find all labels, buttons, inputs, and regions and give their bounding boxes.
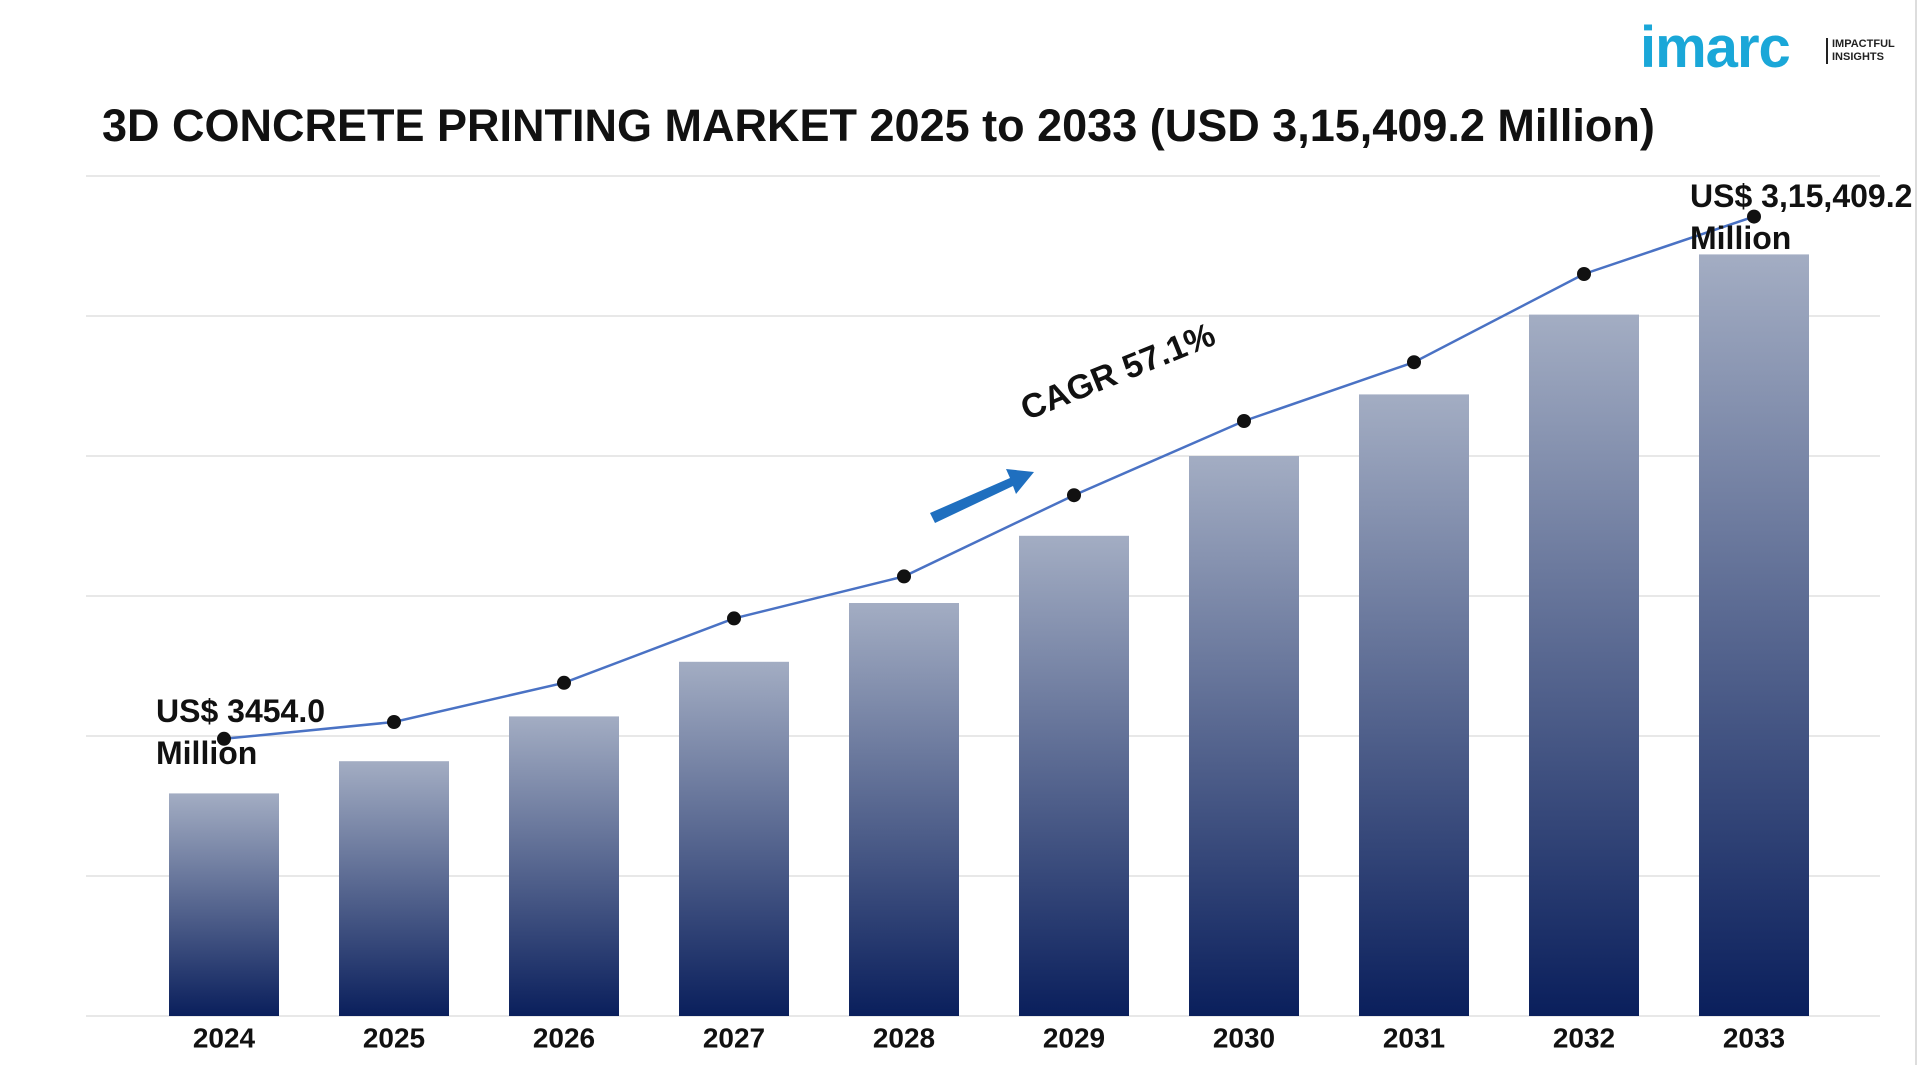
line-point — [1407, 355, 1421, 370]
line-point — [387, 715, 401, 729]
cagr-arrow — [930, 469, 1034, 523]
line-point — [1067, 488, 1081, 503]
start-label: US$ 3454.0 Million — [156, 693, 326, 771]
line-point — [217, 731, 231, 746]
x-tick-label: 2025 — [363, 1022, 425, 1053]
x-tick-label: 2024 — [193, 1022, 256, 1053]
bar — [849, 603, 959, 1016]
bar — [679, 661, 789, 1016]
bar — [169, 793, 279, 1016]
line-point — [1747, 209, 1761, 224]
bar — [339, 761, 449, 1016]
bar — [509, 716, 619, 1016]
x-tick-label: 2031 — [1383, 1022, 1445, 1053]
bar — [1359, 394, 1469, 1016]
x-tick-label: 2026 — [533, 1022, 595, 1053]
brand-logo: imarc — [1640, 15, 1791, 80]
x-tick-label: 2030 — [1213, 1022, 1275, 1053]
line-point — [897, 569, 911, 584]
line-point — [1577, 267, 1591, 281]
line-point — [557, 675, 571, 690]
line — [223, 215, 1755, 741]
line-point — [1237, 414, 1251, 428]
bar — [1019, 535, 1129, 1016]
x-tick-label: 2033 — [1723, 1022, 1785, 1053]
brand-tagline: IMPACTFUL INSIGHTS — [1826, 38, 1912, 64]
x-tick-label: 2027 — [703, 1022, 765, 1053]
x-tick-label: 2029 — [1043, 1022, 1105, 1053]
bar — [1189, 456, 1299, 1016]
bar — [1699, 254, 1809, 1016]
bar — [1529, 314, 1639, 1017]
end-label: US$ 3,15,409.2 Million — [1690, 178, 1913, 256]
line-point — [727, 611, 741, 626]
x-tick-label: 2032 — [1553, 1022, 1615, 1053]
x-tick-label: 2028 — [873, 1022, 935, 1053]
chart-title: 3D CONCRETE PRINTING MARKET 2025 to 2033… — [102, 100, 1655, 151]
